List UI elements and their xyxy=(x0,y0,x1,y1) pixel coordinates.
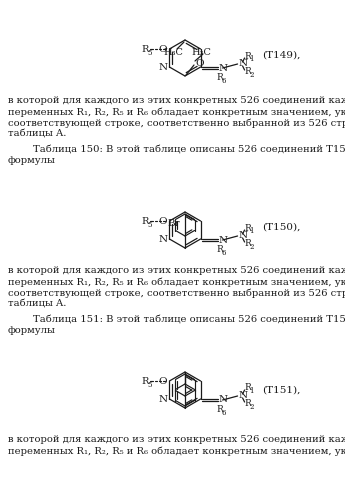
Text: R: R xyxy=(141,44,149,53)
Text: O: O xyxy=(159,44,167,53)
Text: R: R xyxy=(217,72,223,81)
Text: N: N xyxy=(239,58,248,67)
Text: 1: 1 xyxy=(249,227,254,235)
Text: R: R xyxy=(245,399,252,408)
Text: R: R xyxy=(141,217,149,226)
Text: N: N xyxy=(219,236,228,245)
Text: 6: 6 xyxy=(221,409,226,417)
Text: N: N xyxy=(239,391,248,400)
Text: 2: 2 xyxy=(249,403,254,411)
Text: соответствующей строке, соответственно выбранной из 526 строк A.1.1 – A.1.526: соответствующей строке, соответственно в… xyxy=(8,288,345,298)
Text: Таблица 150: В этой таблице описаны 526 соединений T150.1.1 – T150.1.526: Таблица 150: В этой таблице описаны 526 … xyxy=(8,145,345,154)
Text: Таблица 151: В этой таблице описаны 526 соединений T151.1.1 – T151.1.526: Таблица 151: В этой таблице описаны 526 … xyxy=(8,315,345,324)
Text: 5: 5 xyxy=(147,381,152,389)
Text: R: R xyxy=(217,405,223,414)
Text: H₃C: H₃C xyxy=(163,47,183,56)
Text: (T150),: (T150), xyxy=(262,223,300,232)
Text: R: R xyxy=(217,245,223,253)
Text: N: N xyxy=(239,231,248,240)
Text: 1: 1 xyxy=(249,55,254,63)
Text: формулы: формулы xyxy=(8,326,56,335)
Text: H₃C: H₃C xyxy=(191,47,211,56)
Text: переменных R₁, R₂, R₅ и R₆ обладает конкретным значением, указанным в: переменных R₁, R₂, R₅ и R₆ обладает конк… xyxy=(8,107,345,117)
Text: 5: 5 xyxy=(147,49,152,57)
Text: в которой для каждого из этих конкретных 526 соединений каждая из: в которой для каждого из этих конкретных… xyxy=(8,96,345,105)
Text: в которой для каждого из этих конкретных 526 соединений каждая из: в которой для каждого из этих конкретных… xyxy=(8,435,345,444)
Text: N: N xyxy=(219,396,228,405)
Text: (T151),: (T151), xyxy=(262,386,300,395)
Text: R: R xyxy=(245,66,252,75)
Text: N: N xyxy=(219,63,228,72)
Text: O: O xyxy=(159,217,167,226)
Text: 5: 5 xyxy=(147,221,152,229)
Text: 2: 2 xyxy=(249,71,254,79)
Text: 6: 6 xyxy=(221,249,226,257)
Text: переменных R₁, R₂, R₅ и R₆ обладает конкретным значением, указанным в: переменных R₁, R₂, R₅ и R₆ обладает конк… xyxy=(8,277,345,287)
Text: R: R xyxy=(245,384,252,393)
Text: N: N xyxy=(158,235,167,244)
Text: соответствующей строке, соответственно выбранной из 526 строк A.1.1 – A.1.526: соответствующей строке, соответственно в… xyxy=(8,118,345,128)
Text: Br: Br xyxy=(167,219,180,228)
Text: O: O xyxy=(159,377,167,386)
Text: таблицы A.: таблицы A. xyxy=(8,130,66,139)
Text: R: R xyxy=(245,239,252,248)
Text: 2: 2 xyxy=(249,243,254,251)
Text: таблицы A.: таблицы A. xyxy=(8,299,66,308)
Text: O: O xyxy=(195,58,204,67)
Text: R: R xyxy=(245,51,252,60)
Text: R: R xyxy=(245,224,252,233)
Text: R: R xyxy=(141,377,149,386)
Text: формулы: формулы xyxy=(8,156,56,165)
Text: 1: 1 xyxy=(249,387,254,395)
Text: N: N xyxy=(158,395,167,404)
Text: 6: 6 xyxy=(221,77,226,85)
Text: в которой для каждого из этих конкретных 526 соединений каждая из: в которой для каждого из этих конкретных… xyxy=(8,266,345,275)
Text: переменных R₁, R₂, R₅ и R₆ обладает конкретным значением, указанным в: переменных R₁, R₂, R₅ и R₆ обладает конк… xyxy=(8,446,345,456)
Text: N: N xyxy=(158,62,167,71)
Text: (T149),: (T149), xyxy=(262,50,300,59)
